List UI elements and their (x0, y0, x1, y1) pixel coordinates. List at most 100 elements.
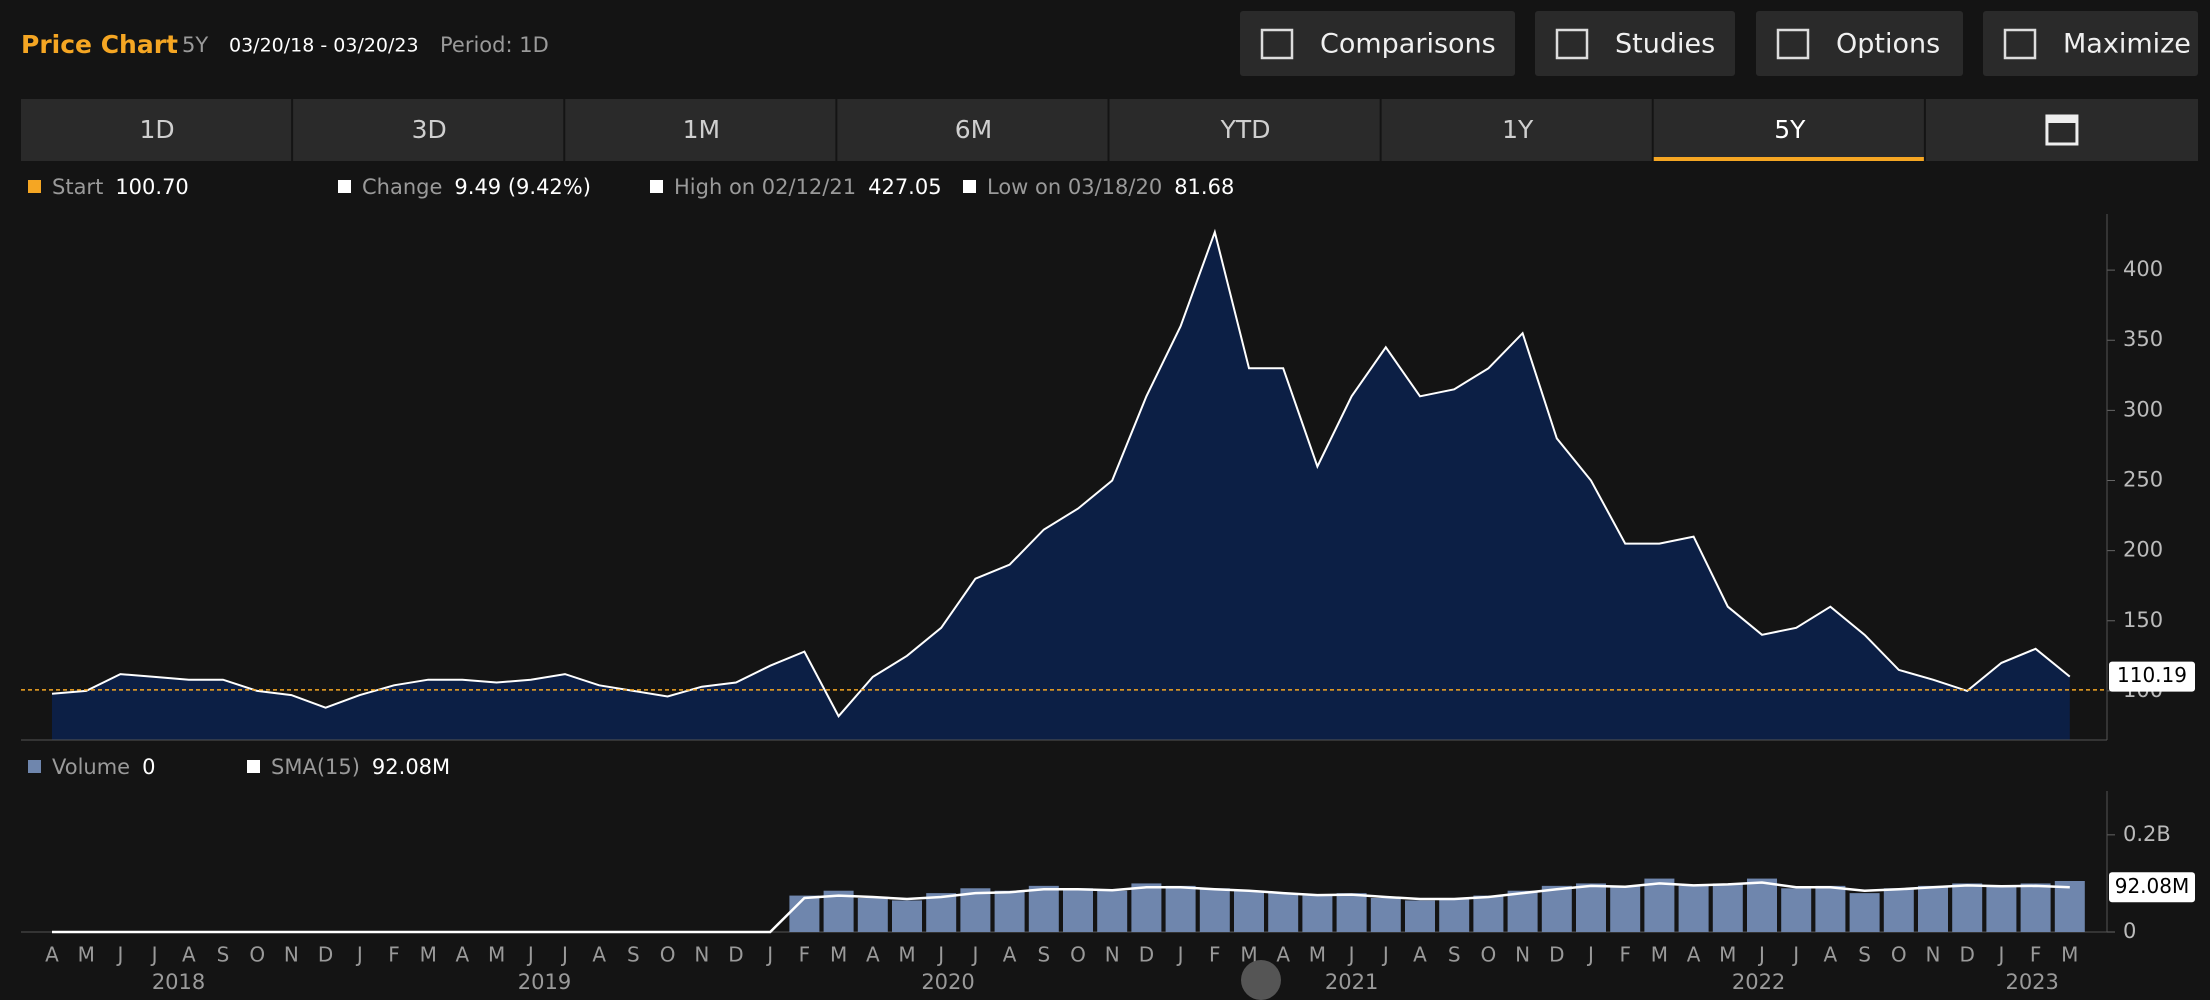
sma-tag (2109, 872, 2195, 903)
volume-bar (926, 893, 957, 932)
button[interactable]: Comparisons (1240, 11, 1515, 76)
x-tick-label: J (150, 943, 158, 967)
button-bg[interactable] (1983, 11, 2198, 76)
tab-bg[interactable] (565, 99, 836, 161)
x-tick-label: J (1791, 943, 1799, 967)
tab[interactable]: YTD (1109, 99, 1380, 161)
legend-swatch (650, 180, 663, 193)
stat-value: 9.49 (9.42%) (454, 175, 591, 199)
stat-value: 81.68 (1174, 175, 1234, 199)
tab[interactable]: 3D (293, 99, 564, 161)
button[interactable]: Maximize (1983, 11, 2198, 76)
x-tick-label: J (1176, 943, 1184, 967)
legend-swatch (28, 760, 41, 773)
stat-label: High on 02/12/21 427.05 (674, 175, 942, 199)
button-label[interactable]: Options (1836, 29, 1940, 60)
x-tick-label: A (182, 943, 196, 967)
scroll-knob[interactable] (1241, 960, 1281, 1000)
volume-bar (1405, 900, 1435, 932)
button-label[interactable]: Studies (1615, 29, 1715, 60)
tab[interactable]: 1Y (1381, 99, 1652, 161)
x-tick-label: J (936, 943, 944, 967)
x-tick-label: N (1105, 943, 1120, 967)
x-tick-label: A (45, 943, 59, 967)
x-tick-label: J (355, 943, 363, 967)
tab-label[interactable]: 1M (683, 115, 720, 144)
volume-bar (823, 890, 854, 932)
button-icon[interactable] (1260, 28, 1294, 60)
volume-bar (1849, 893, 1880, 932)
x-tick-label: J (1381, 943, 1389, 967)
button-bg[interactable] (1535, 11, 1735, 76)
y-tick-label: 250 (2123, 468, 2163, 492)
volume-bar (2020, 883, 2051, 932)
volume-bar (1199, 888, 1230, 932)
legend-label: Volume 0 (52, 755, 155, 779)
x-tick-label: M (1240, 943, 1257, 967)
tab-label[interactable]: 1D (139, 115, 174, 144)
x-tick-label: F (2030, 943, 2042, 967)
y-tick-label: 0 (2123, 919, 2136, 943)
button[interactable]: Options (1756, 11, 1963, 76)
volume-bar (1644, 878, 1675, 932)
x-tick-label: O (249, 943, 265, 967)
volume-bar (1986, 885, 2017, 932)
tab[interactable]: 1M (565, 99, 836, 161)
x-tick-label: M (1309, 943, 1326, 967)
button-bg[interactable] (1756, 11, 1963, 76)
y-tick-label: 400 (2123, 257, 2163, 281)
tab-active-underline[interactable] (1653, 157, 1924, 161)
volume-bar (1712, 883, 1743, 932)
volume-bar (1815, 885, 1846, 932)
volume-bar (1131, 883, 1162, 932)
volume-bar (1883, 888, 1914, 932)
tab-label[interactable]: YTD (1220, 115, 1271, 144)
tab-bg[interactable] (837, 99, 1108, 161)
button-label[interactable]: Comparisons (1320, 29, 1496, 60)
button-label[interactable]: Maximize (2063, 29, 2191, 60)
x-tick-label: J (115, 943, 123, 967)
tab-label[interactable]: 3D (412, 115, 447, 144)
tab-bg[interactable] (1653, 99, 1924, 161)
button[interactable]: Studies (1535, 11, 1735, 76)
x-tick-label: M (420, 943, 437, 967)
tab-label[interactable]: 1Y (1502, 115, 1534, 144)
y-tick-label: 350 (2123, 327, 2163, 351)
x-tick-label: S (1448, 943, 1461, 967)
price-area (52, 232, 2070, 740)
tab-bg[interactable] (293, 99, 564, 161)
x-tick-label: J (1757, 943, 1765, 967)
button-icon[interactable] (1555, 28, 1589, 60)
tab-bg[interactable] (1381, 99, 1652, 161)
price-tag-label: 110.19 (2117, 663, 2187, 687)
button-bg[interactable] (1240, 11, 1515, 76)
volume-bar (1302, 895, 1333, 932)
button-icon[interactable] (1776, 28, 1810, 60)
button-icon[interactable] (2003, 28, 2037, 60)
tab-bg[interactable] (21, 99, 292, 161)
legend-readout: 0 (142, 755, 155, 779)
y-tick-label: 0.2B (2123, 822, 2171, 846)
legend-swatch (338, 180, 351, 193)
stat-value: 427.05 (868, 175, 941, 199)
legend-label: SMA(15) 92.08M (271, 755, 450, 779)
volume-bar (1918, 885, 1948, 932)
volume-bar (1747, 878, 1777, 932)
tab-bg[interactable] (1925, 99, 2198, 161)
tab-bg[interactable] (1109, 99, 1380, 161)
x-tick-label: O (1481, 943, 1497, 967)
tab[interactable]: 5Y (1653, 99, 1924, 161)
x-tick-label: A (866, 943, 880, 967)
x-tick-label: M (2061, 943, 2078, 967)
x-tick-label: M (1651, 943, 1668, 967)
legend-swatch (247, 760, 260, 773)
tab-label[interactable]: 6M (955, 115, 992, 144)
tab[interactable]: 1D (21, 99, 292, 161)
x-tick-label: O (1891, 943, 1907, 967)
calendar-icon-top[interactable] (2046, 116, 2077, 123)
legend-name: Volume (52, 755, 130, 779)
volume-bar (1952, 883, 1983, 932)
stat-label-text: Start (52, 175, 103, 199)
tab[interactable]: 6M (837, 99, 1108, 161)
tab-label[interactable]: 5Y (1774, 115, 1806, 144)
